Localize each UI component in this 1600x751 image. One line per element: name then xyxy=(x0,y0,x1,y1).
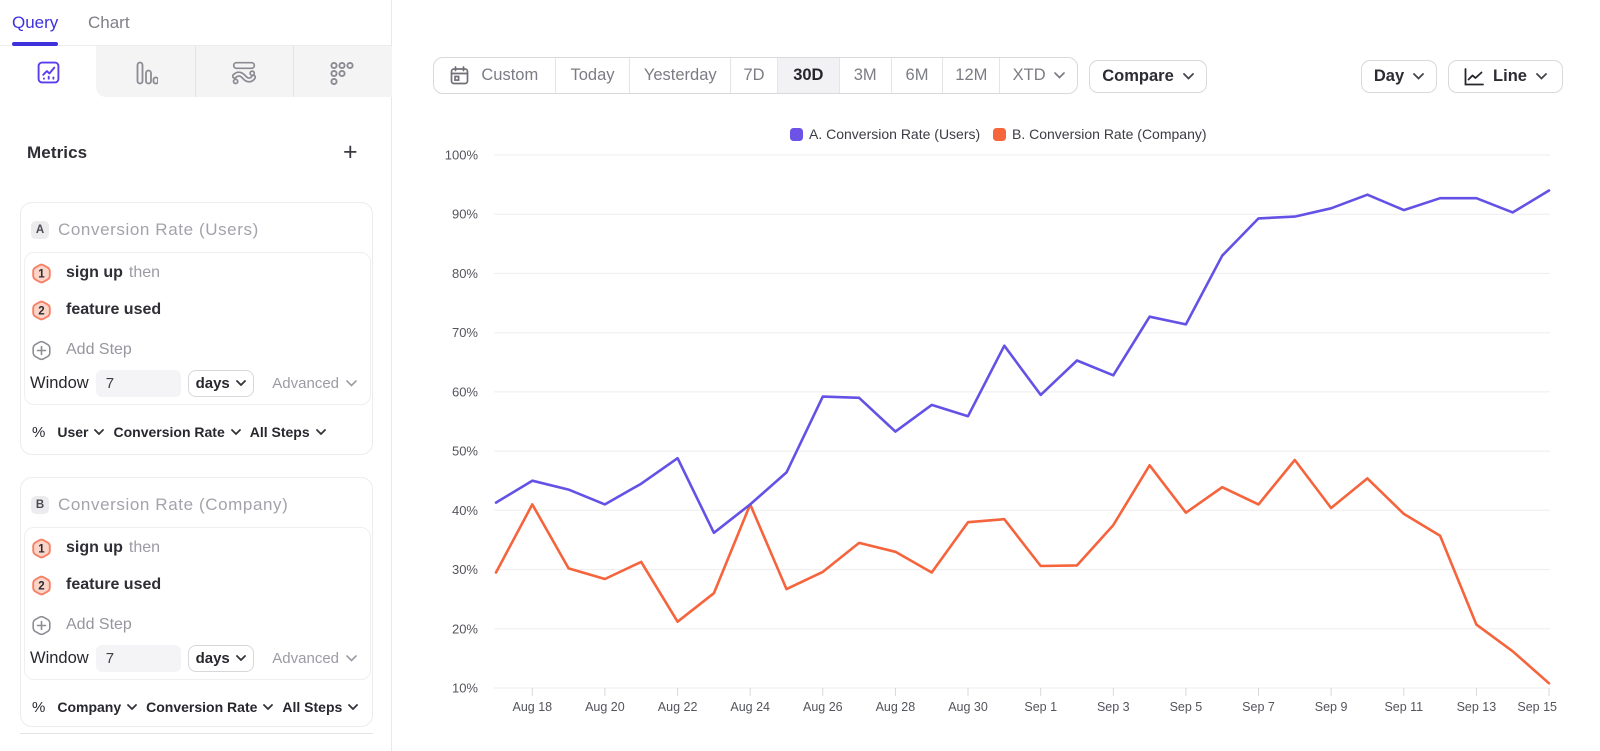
svg-text:50%: 50% xyxy=(452,444,478,459)
svg-text:Sep 13: Sep 13 xyxy=(1457,700,1497,714)
svg-text:2: 2 xyxy=(38,580,44,592)
svg-text:Aug 30: Aug 30 xyxy=(948,700,988,714)
svg-text:Sep 11: Sep 11 xyxy=(1384,700,1423,714)
svg-text:2: 2 xyxy=(38,305,44,317)
svg-text:Aug 26: Aug 26 xyxy=(803,700,843,714)
svg-text:100%: 100% xyxy=(445,148,479,163)
svg-text:Aug 20: Aug 20 xyxy=(585,700,625,714)
svg-text:20%: 20% xyxy=(452,621,478,636)
svg-text:Aug 24: Aug 24 xyxy=(730,700,770,714)
svg-text:60%: 60% xyxy=(452,384,478,399)
svg-text:Sep 15: Sep 15 xyxy=(1517,700,1557,714)
svg-text:Sep 7: Sep 7 xyxy=(1242,700,1275,714)
svg-text:Sep 3: Sep 3 xyxy=(1097,700,1130,714)
svg-text:Aug 18: Aug 18 xyxy=(512,700,552,714)
svg-text:30%: 30% xyxy=(452,562,478,577)
svg-text:40%: 40% xyxy=(452,503,478,518)
svg-text:Sep 1: Sep 1 xyxy=(1024,700,1057,714)
svg-text:Sep 5: Sep 5 xyxy=(1170,700,1203,714)
svg-text:Sep 9: Sep 9 xyxy=(1315,700,1348,714)
svg-text:Aug 22: Aug 22 xyxy=(658,700,698,714)
svg-text:Aug 28: Aug 28 xyxy=(876,700,916,714)
svg-text:1: 1 xyxy=(38,543,45,555)
svg-text:90%: 90% xyxy=(452,207,478,222)
svg-text:70%: 70% xyxy=(452,325,478,340)
svg-text:80%: 80% xyxy=(452,266,478,281)
svg-text:1: 1 xyxy=(38,268,45,280)
svg-text:10%: 10% xyxy=(452,681,478,696)
